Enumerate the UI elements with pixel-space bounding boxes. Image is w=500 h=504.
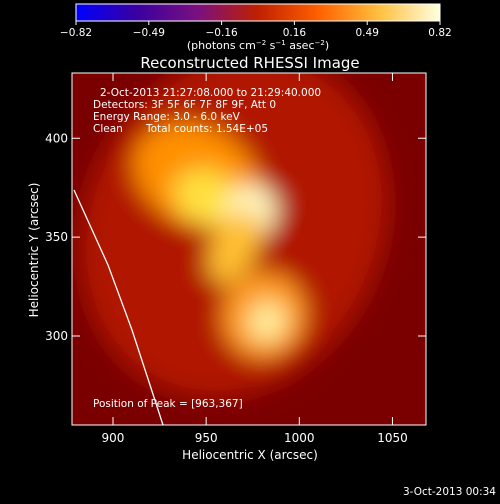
colorbar-tick-label: −0.82 [60,27,92,39]
time-range: 2-Oct-2013 21:27:08.000 to 21:29:40.000 [100,87,321,99]
colorbar-units: (photons cm−2 s−1 asec−2) [187,39,329,52]
y-tick-label: 400 [45,131,68,145]
y-tick-label: 300 [45,329,68,343]
y-axis-label: Heliocentric Y (arcsec) [27,183,41,318]
colorbar-ticks: −0.82 −0.49 −0.16 0.16 0.49 0.82 [60,21,452,39]
y-tick-label: 350 [45,230,68,244]
colorbar-tick-label: −0.16 [206,27,238,39]
total-counts: Total counts: 1.54E+05 [145,123,268,135]
x-tick-label: 950 [195,431,218,445]
emission-sources [79,73,389,399]
colorbar-tick-label: 0.49 [356,27,379,39]
colorbar [75,3,441,22]
x-axis-label: Heliocentric X (arcsec) [182,448,318,462]
clean-label: Clean [93,123,123,135]
peak-position: Position of Peak = [963,367] [93,398,243,410]
emission-blob [207,209,261,285]
plot-frame [71,72,427,426]
energy-range: Energy Range: 3.0 - 6.0 keV [93,111,241,123]
flare-image [72,73,426,425]
y-axis-ticks: 300 350 400 [45,131,426,343]
x-tick-label: 1050 [377,431,408,445]
x-tick-label: 900 [102,431,125,445]
x-axis-ticks: 900 950 1000 1050 [102,73,408,445]
x-tick-label: 1000 [284,431,315,445]
solar-limb-line [73,189,164,425]
emission-blob [173,168,239,226]
page-title: Reconstructed RHESSI Image [140,54,359,72]
footer-date: 3-Oct-2013 00:34 [403,486,496,498]
colorbar-tick-label: 0.16 [283,27,307,39]
detectors-info: Detectors: 3F 5F 6F 7F 8F 9F, Att 0 [93,99,276,111]
emission-blob [248,301,287,341]
colorbar-tick-label: −0.49 [133,27,165,39]
colorbar-tick-label: 0.82 [428,27,451,39]
